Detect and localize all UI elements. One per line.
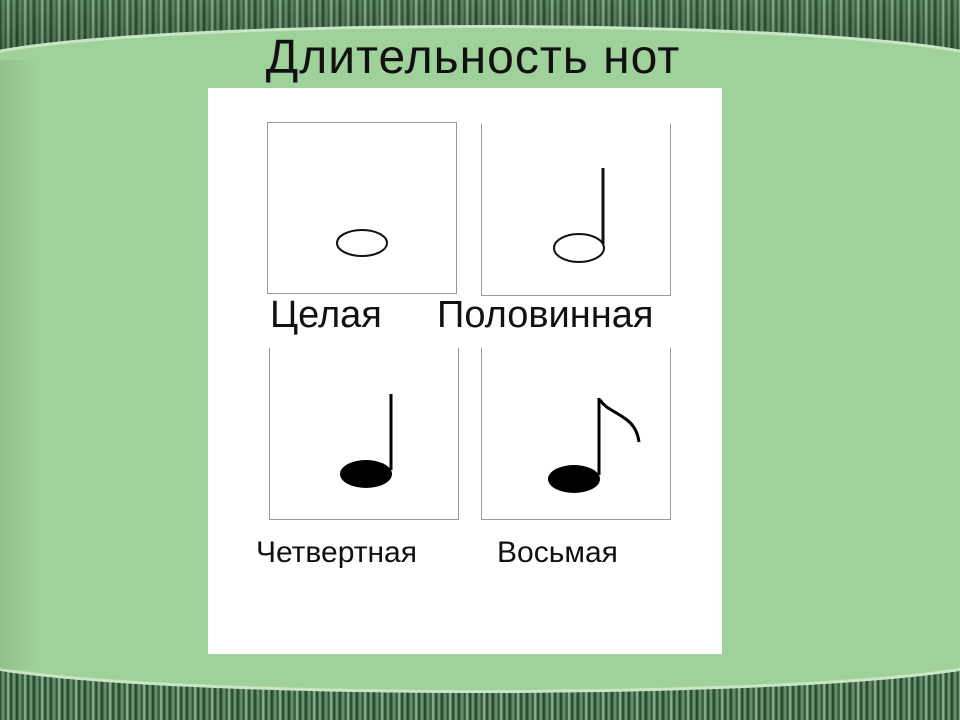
quarter-note-icon (340, 394, 393, 488)
eighth-note-icon (548, 398, 641, 493)
slide-title: Длительность нот (265, 31, 681, 84)
half-note-icon (553, 168, 605, 263)
half-note-box (481, 124, 671, 296)
quarter-note-label: Четвертная (256, 536, 417, 569)
half-note-label: Половинная (437, 294, 654, 336)
whole-note-icon (336, 229, 388, 257)
whole-note-label: Целая (270, 294, 382, 336)
quarter-note-box (269, 348, 459, 520)
eighth-note-label: Восьмая (497, 536, 618, 569)
notes-panel: Целая Половинная Четвертная Восьмая (208, 88, 722, 654)
eighth-note-box (481, 348, 671, 520)
left-shade (0, 60, 40, 670)
whole-note-box (267, 122, 457, 294)
